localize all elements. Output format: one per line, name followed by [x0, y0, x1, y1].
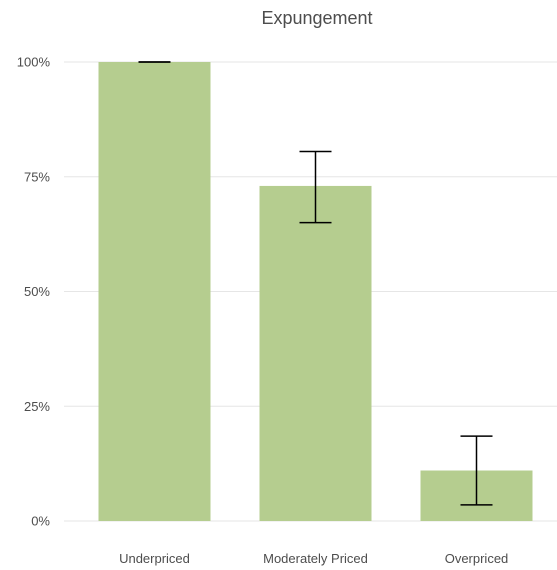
- error-bars: [138, 61, 493, 506]
- y-tick-label: 0%: [31, 514, 50, 529]
- x-axis-tick-labels: Underpriced Moderately Priced Overpriced: [119, 551, 508, 566]
- y-tick-label: 25%: [24, 399, 50, 414]
- error-bar-overpriced: [460, 435, 493, 506]
- y-tick-label: 100%: [17, 55, 51, 70]
- bar-moderately-priced: [259, 185, 372, 521]
- y-axis-tick-labels: 0% 25% 50% 75% 100%: [17, 55, 51, 529]
- error-bar-moderately-priced: [299, 150, 332, 224]
- x-tick-label: Overpriced: [445, 551, 509, 566]
- bar-underpriced: [98, 62, 211, 521]
- y-tick-label: 75%: [24, 169, 50, 184]
- x-tick-label: Underpriced: [119, 551, 190, 566]
- chart-title: Expungement: [261, 8, 372, 28]
- y-tick-label: 50%: [24, 284, 50, 299]
- x-tick-label: Moderately Priced: [263, 551, 368, 566]
